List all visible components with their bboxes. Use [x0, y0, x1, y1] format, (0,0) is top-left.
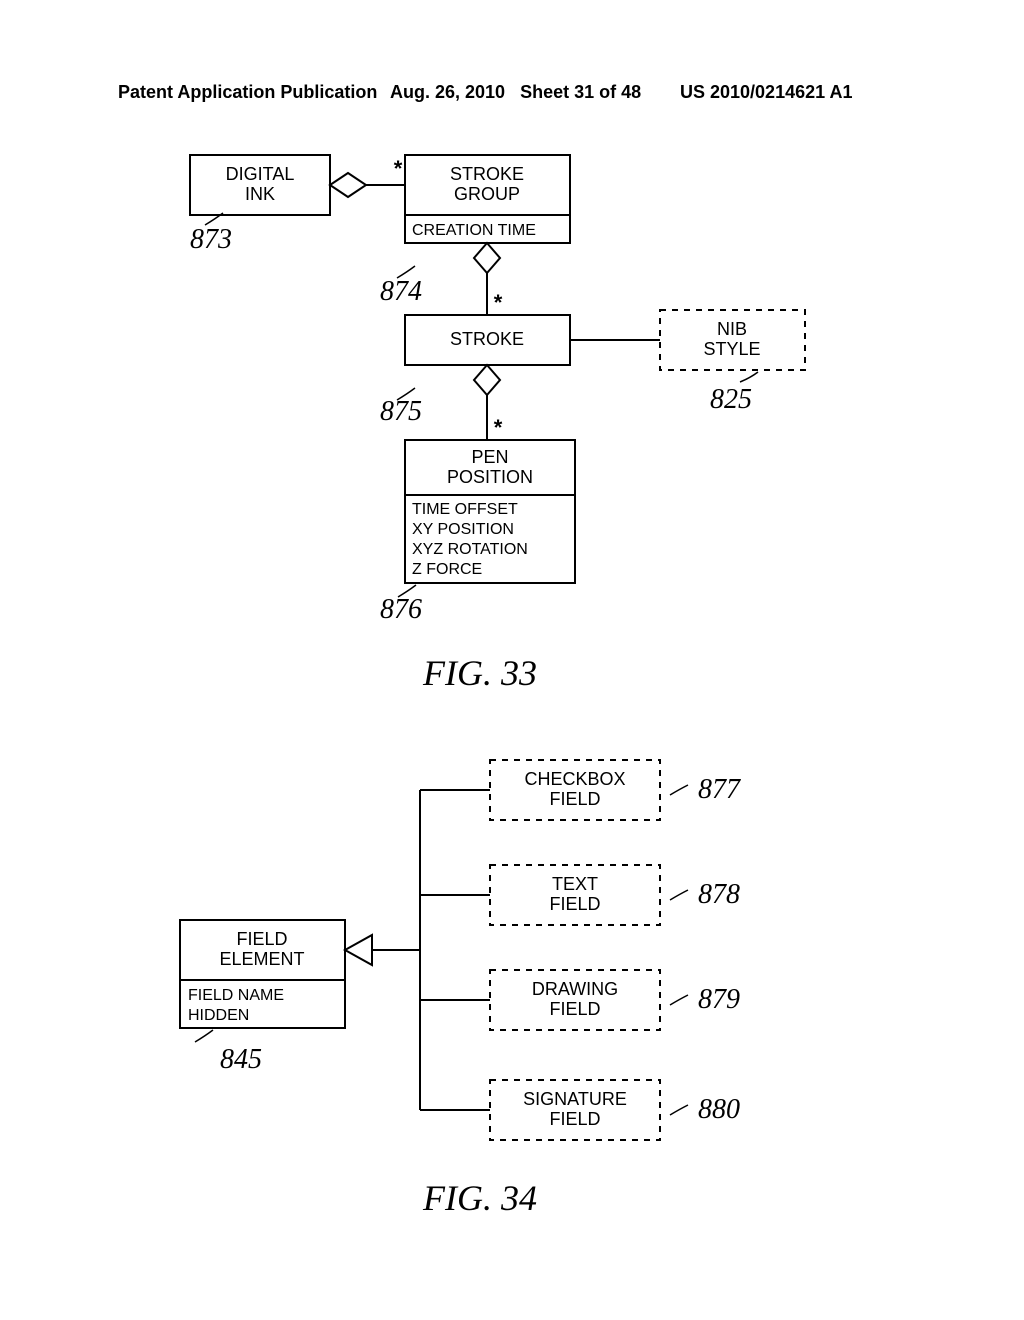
diamond-icon	[474, 365, 500, 395]
ref-swoosh	[740, 372, 758, 382]
svg-text:SIGNATURE: SIGNATURE	[523, 1089, 627, 1109]
svg-text:TIME OFFSET: TIME OFFSET	[412, 501, 518, 518]
ref-878: 878	[698, 879, 740, 910]
nib-style-box: NIB STYLE	[660, 310, 805, 370]
svg-text:FIELD: FIELD	[549, 1109, 600, 1129]
svg-text:DRAWING: DRAWING	[532, 979, 618, 999]
checkbox-field-box: CHECKBOX FIELD	[490, 760, 660, 820]
svg-text:CREATION TIME: CREATION TIME	[412, 222, 536, 239]
svg-text:STROKE: STROKE	[450, 329, 524, 349]
ref-swoosh	[195, 1030, 213, 1042]
multiplicity-star: *	[394, 156, 403, 181]
diagram-svg: DIGITAL INK 873 * STROKE GROUP CREATION …	[0, 0, 1024, 1320]
stroke-group-box: STROKE GROUP CREATION TIME	[405, 155, 570, 243]
svg-text:STYLE: STYLE	[703, 339, 760, 359]
svg-text:FIELD: FIELD	[549, 894, 600, 914]
svg-text:CHECKBOX: CHECKBOX	[524, 769, 625, 789]
ref-874: 874	[380, 276, 422, 307]
ref-swoosh	[670, 1105, 688, 1115]
fig-33-caption: FIG. 33	[422, 653, 537, 693]
svg-text:FIELD: FIELD	[236, 929, 287, 949]
ref-845: 845	[220, 1044, 262, 1075]
text-field-box: TEXT FIELD	[490, 865, 660, 925]
inheritance-triangle-icon	[345, 935, 372, 965]
svg-text:ELEMENT: ELEMENT	[219, 949, 304, 969]
ref-877: 877	[698, 774, 741, 805]
pen-position-box: PEN POSITION TIME OFFSET XY POSITION XYZ…	[405, 440, 575, 583]
fig-33: DIGITAL INK 873 * STROKE GROUP CREATION …	[190, 155, 805, 693]
svg-text:STROKE: STROKE	[450, 164, 524, 184]
digital-ink-box: DIGITAL INK	[190, 155, 330, 215]
ref-876: 876	[380, 594, 422, 625]
svg-text:FIELD: FIELD	[549, 999, 600, 1019]
svg-text:NIB: NIB	[717, 319, 747, 339]
ref-swoosh	[670, 890, 688, 900]
stroke-box: STROKE	[405, 315, 570, 365]
svg-text:DIGITAL: DIGITAL	[226, 164, 295, 184]
fig-34-caption: FIG. 34	[422, 1178, 537, 1218]
svg-text:XYZ ROTATION: XYZ ROTATION	[412, 541, 528, 558]
ref-swoosh	[670, 995, 688, 1005]
diamond-icon	[474, 243, 500, 273]
ref-swoosh	[670, 785, 688, 795]
drawing-field-box: DRAWING FIELD	[490, 970, 660, 1030]
ref-875: 875	[380, 396, 422, 427]
ref-879: 879	[698, 984, 740, 1015]
svg-text:FIELD NAME: FIELD NAME	[188, 987, 284, 1004]
multiplicity-star: *	[494, 415, 503, 440]
svg-text:INK: INK	[245, 184, 275, 204]
svg-text:HIDDEN: HIDDEN	[188, 1007, 249, 1024]
ref-825: 825	[710, 384, 752, 415]
multiplicity-star: *	[494, 290, 503, 315]
ref-873: 873	[190, 224, 232, 255]
svg-text:XY POSITION: XY POSITION	[412, 521, 514, 538]
svg-text:PEN: PEN	[471, 447, 508, 467]
signature-field-box: SIGNATURE FIELD	[490, 1080, 660, 1140]
svg-text:TEXT: TEXT	[552, 874, 598, 894]
svg-text:GROUP: GROUP	[454, 184, 520, 204]
svg-text:FIELD: FIELD	[549, 789, 600, 809]
ref-880: 880	[698, 1094, 740, 1125]
field-element-box: FIELD ELEMENT FIELD NAME HIDDEN	[180, 920, 345, 1028]
svg-text:POSITION: POSITION	[447, 467, 533, 487]
page: Patent Application Publication Aug. 26, …	[0, 0, 1024, 1320]
diamond-icon	[330, 173, 366, 197]
svg-text:Z FORCE: Z FORCE	[412, 561, 482, 578]
fig-34: FIELD ELEMENT FIELD NAME HIDDEN 845 CHEC…	[180, 760, 741, 1218]
